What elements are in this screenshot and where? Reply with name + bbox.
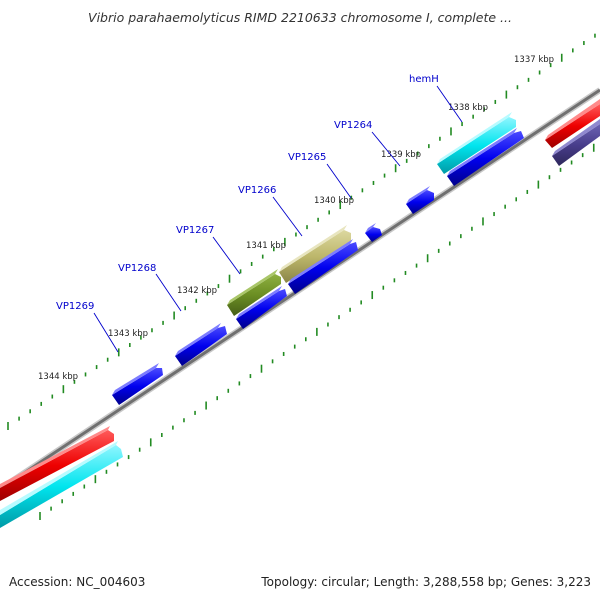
feature-VP1266[interactable]	[279, 225, 351, 283]
kbp-label: 1340 kbp	[314, 196, 354, 206]
kbp-label: 1342 kbp	[177, 286, 217, 296]
gene-label-VP1267[interactable]: VP1267	[176, 225, 214, 236]
map-title: Vibrio parahaemolyticus RIMD 2210633 chr…	[88, 10, 512, 25]
connector-hemH	[436, 85, 463, 123]
connector-VP1269	[93, 312, 119, 353]
connector-VP1268	[155, 273, 182, 312]
gene-label-VP1264[interactable]: VP1264	[334, 120, 372, 131]
gene-label-hemH[interactable]: hemH	[409, 74, 439, 85]
feature-red-right[interactable]	[545, 99, 600, 148]
kbp-label: 1343 kbp	[108, 329, 148, 339]
accession-text: Accession: NC_004603	[9, 575, 146, 589]
feature-blue-small[interactable]	[365, 223, 382, 242]
genome-summary-text: Topology: circular; Length: 3,288,558 bp…	[261, 575, 591, 589]
feature-VP1268[interactable]	[175, 323, 227, 366]
ruler-labels: 1337 kbp 1338 kbp 1339 kbp 1340 kbp 1341…	[38, 55, 554, 382]
feature-VP1265[interactable]	[406, 186, 434, 214]
feature-red-left[interactable]	[0, 426, 114, 501]
connector-VP1266	[272, 196, 303, 237]
gene-connectors	[93, 85, 463, 353]
feature-blue-mid2[interactable]	[236, 286, 287, 329]
gene-label-VP1269[interactable]: VP1269	[56, 301, 94, 312]
feature-VP1267[interactable]	[227, 269, 281, 316]
feature-blue-mid1[interactable]	[288, 239, 358, 294]
kbp-label: 1337 kbp	[514, 55, 554, 65]
connector-VP1264	[371, 131, 401, 167]
feature-VP1264[interactable]	[447, 128, 524, 186]
connector-VP1265	[326, 163, 352, 199]
kbp-label: 1344 kbp	[38, 372, 78, 382]
feature-hemH[interactable]	[437, 112, 516, 174]
gene-labels: hemH VP1264 VP1265 VP1266 VP1267 VP1268 …	[56, 74, 439, 312]
kbp-label: 1339 kbp	[381, 150, 421, 160]
ruler-ticks	[7, 33, 596, 520]
feature-VP1269[interactable]	[112, 363, 163, 405]
feature-slate-right[interactable]	[552, 119, 600, 166]
gene-label-VP1266[interactable]: VP1266	[238, 185, 276, 196]
kbp-label: 1338 kbp	[448, 103, 488, 113]
gene-features	[0, 99, 600, 528]
kbp-label: 1341 kbp	[246, 241, 286, 251]
feature-cyan-left[interactable]	[0, 441, 123, 528]
gene-label-VP1265[interactable]: VP1265	[288, 152, 326, 163]
gene-label-VP1268[interactable]: VP1268	[118, 263, 156, 274]
connector-VP1267	[212, 236, 241, 275]
